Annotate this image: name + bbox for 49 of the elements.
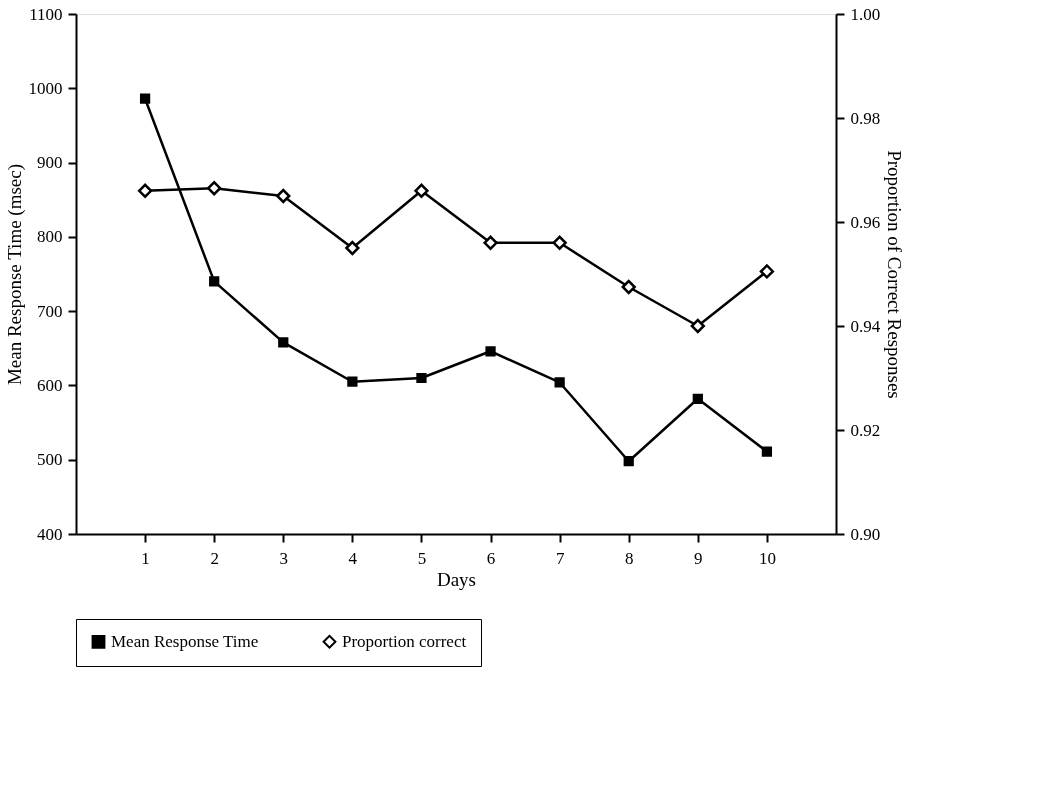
y2-tick-label: 1.00 <box>850 4 881 24</box>
point <box>692 393 703 404</box>
legend-label: Proportion correct <box>342 631 467 651</box>
x-tick-label: 9 <box>694 548 703 568</box>
y2-tick-label: 0.90 <box>850 524 881 544</box>
point <box>485 346 496 357</box>
point <box>276 188 291 204</box>
point <box>278 337 289 348</box>
y-tick-label: 900 <box>37 153 63 173</box>
y2-tick-label: 0.96 <box>850 212 881 232</box>
x-tick-label: 7 <box>555 548 565 568</box>
x-tick-label: 10 <box>758 548 776 568</box>
y-tick-label: 500 <box>37 450 63 470</box>
x-tick-label: 8 <box>624 548 634 568</box>
y2-tick-label: 0.92 <box>850 420 881 440</box>
y-tick-label: 800 <box>37 227 63 247</box>
point <box>345 240 360 256</box>
point <box>209 276 220 287</box>
point <box>554 377 565 388</box>
point <box>416 372 427 384</box>
y-tick-label: 600 <box>37 375 63 395</box>
y-tick-label: 1100 <box>29 4 63 24</box>
x-tick-label: 5 <box>417 548 427 568</box>
x-tick-label: 4 <box>348 548 358 568</box>
x-tick-label: 6 <box>486 548 496 568</box>
x-tick-label: 1 <box>141 548 150 568</box>
y2-tick-label: 0.94 <box>850 316 881 336</box>
x-tick-label: 3 <box>279 548 289 568</box>
point <box>139 93 151 104</box>
point <box>552 235 567 250</box>
y2-axis-title: Proportion of Correct Responses <box>884 150 906 399</box>
point <box>623 456 634 467</box>
point <box>207 181 222 196</box>
x-tick-label: 2 <box>210 548 219 568</box>
y-tick-label: 400 <box>37 524 63 544</box>
point <box>137 183 153 198</box>
y-tick-label: 700 <box>37 301 63 321</box>
point <box>347 376 358 387</box>
point <box>690 318 705 334</box>
y2-tick-label: 0.98 <box>850 108 881 128</box>
x-axis-title: Days <box>436 568 477 590</box>
point <box>414 183 429 198</box>
point <box>483 235 498 250</box>
point <box>621 279 636 295</box>
point <box>761 446 773 457</box>
y-axis-title: Mean Response Time (msec) <box>3 163 26 386</box>
y-tick-label: 1000 <box>28 78 63 98</box>
legend-label: Mean Response Time <box>111 631 259 651</box>
point <box>759 264 775 279</box>
